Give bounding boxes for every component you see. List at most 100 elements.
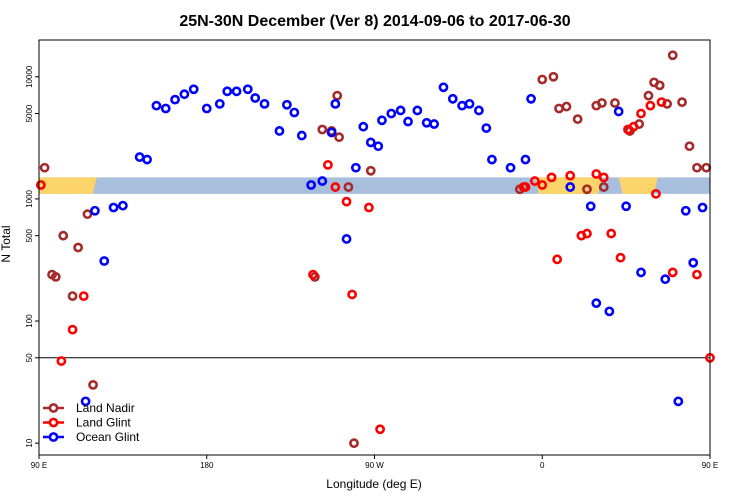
data-point xyxy=(201,103,212,114)
data-point xyxy=(487,154,497,165)
data-point xyxy=(656,97,667,108)
data-point xyxy=(364,202,374,213)
data-point xyxy=(546,172,557,183)
data-point xyxy=(341,234,352,244)
legend-marker xyxy=(48,403,59,413)
y-axis: 10 50 100 500 1000 5000 10000 xyxy=(25,65,39,448)
data-point xyxy=(58,230,69,241)
y-tick-label: 100 xyxy=(25,314,34,328)
data-point xyxy=(591,169,602,179)
data-point xyxy=(259,98,270,109)
data-points xyxy=(35,50,715,449)
data-point xyxy=(591,298,602,309)
data-point xyxy=(505,162,516,173)
data-point xyxy=(548,71,559,82)
data-point xyxy=(412,105,423,116)
data-point xyxy=(349,438,359,449)
data-point xyxy=(561,101,572,112)
data-point xyxy=(214,98,225,109)
data-point xyxy=(604,306,615,317)
data-point xyxy=(67,324,78,335)
data-point xyxy=(673,396,684,407)
y-tick-label: 10000 xyxy=(25,65,34,88)
legend-label: Land Glint xyxy=(76,416,131,430)
band-segment xyxy=(618,177,658,194)
data-point xyxy=(365,137,376,148)
data-point xyxy=(296,130,307,141)
data-point xyxy=(50,271,61,282)
data-point xyxy=(628,121,639,132)
data-point xyxy=(481,123,492,133)
data-point xyxy=(347,289,358,300)
legend-marker xyxy=(48,432,59,442)
data-point xyxy=(326,127,337,138)
data-point xyxy=(341,196,352,207)
legend-item: Land Nadir xyxy=(43,401,135,415)
data-point xyxy=(677,97,687,108)
data-point xyxy=(643,90,654,101)
data-point xyxy=(645,100,656,111)
data-point xyxy=(90,205,100,216)
x-tick-label: 180 xyxy=(200,461,214,470)
data-point xyxy=(447,93,458,104)
data-point xyxy=(330,182,341,192)
data-point xyxy=(39,162,50,173)
x-tick-label: 90 E xyxy=(31,461,47,470)
y-tick-label: 500 xyxy=(25,228,34,242)
data-point xyxy=(667,267,678,278)
data-point xyxy=(35,180,46,190)
data-point xyxy=(160,103,171,114)
data-point xyxy=(651,188,661,199)
data-point xyxy=(692,162,702,173)
data-point xyxy=(231,86,242,97)
series-ocean-glint xyxy=(80,82,708,407)
data-point xyxy=(317,124,328,135)
data-point xyxy=(680,205,691,216)
data-point xyxy=(250,93,261,103)
data-point xyxy=(520,154,531,165)
data-point xyxy=(274,126,285,136)
data-point xyxy=(358,121,369,132)
data-point xyxy=(289,107,300,118)
y-axis-label: N Total xyxy=(0,225,13,262)
data-point xyxy=(537,180,548,190)
x-tick-label: 90 W xyxy=(365,461,384,470)
data-point xyxy=(688,257,699,268)
data-point xyxy=(585,201,596,212)
data-point xyxy=(117,200,128,211)
data-point xyxy=(438,82,449,93)
data-point xyxy=(572,114,583,125)
data-point xyxy=(660,274,671,285)
x-axis-label: Longitude (deg E) xyxy=(326,477,421,491)
band-segment xyxy=(39,177,97,194)
data-point xyxy=(78,291,89,302)
data-point xyxy=(537,74,548,85)
data-point xyxy=(596,98,607,108)
series-land-nadir xyxy=(39,50,712,449)
data-point xyxy=(151,100,162,111)
data-point xyxy=(565,182,576,192)
data-point xyxy=(308,269,318,280)
data-point xyxy=(582,184,592,195)
data-point xyxy=(697,202,708,213)
data-point xyxy=(330,98,341,109)
data-point xyxy=(56,356,67,366)
y-tick-label: 50 xyxy=(25,353,34,362)
data-point xyxy=(654,80,665,91)
band-base xyxy=(39,177,710,194)
data-point xyxy=(552,254,563,265)
data-point xyxy=(473,105,484,116)
data-point xyxy=(365,165,376,176)
data-point xyxy=(386,108,397,119)
data-point xyxy=(332,90,343,101)
data-point xyxy=(73,242,84,253)
data-point xyxy=(529,176,540,186)
legend-marker xyxy=(48,417,59,428)
data-point xyxy=(598,182,609,192)
data-point xyxy=(429,119,440,129)
legend-item: Ocean Glint xyxy=(43,430,140,444)
data-point xyxy=(636,267,646,278)
data-point xyxy=(343,182,354,192)
data-point xyxy=(520,182,531,192)
